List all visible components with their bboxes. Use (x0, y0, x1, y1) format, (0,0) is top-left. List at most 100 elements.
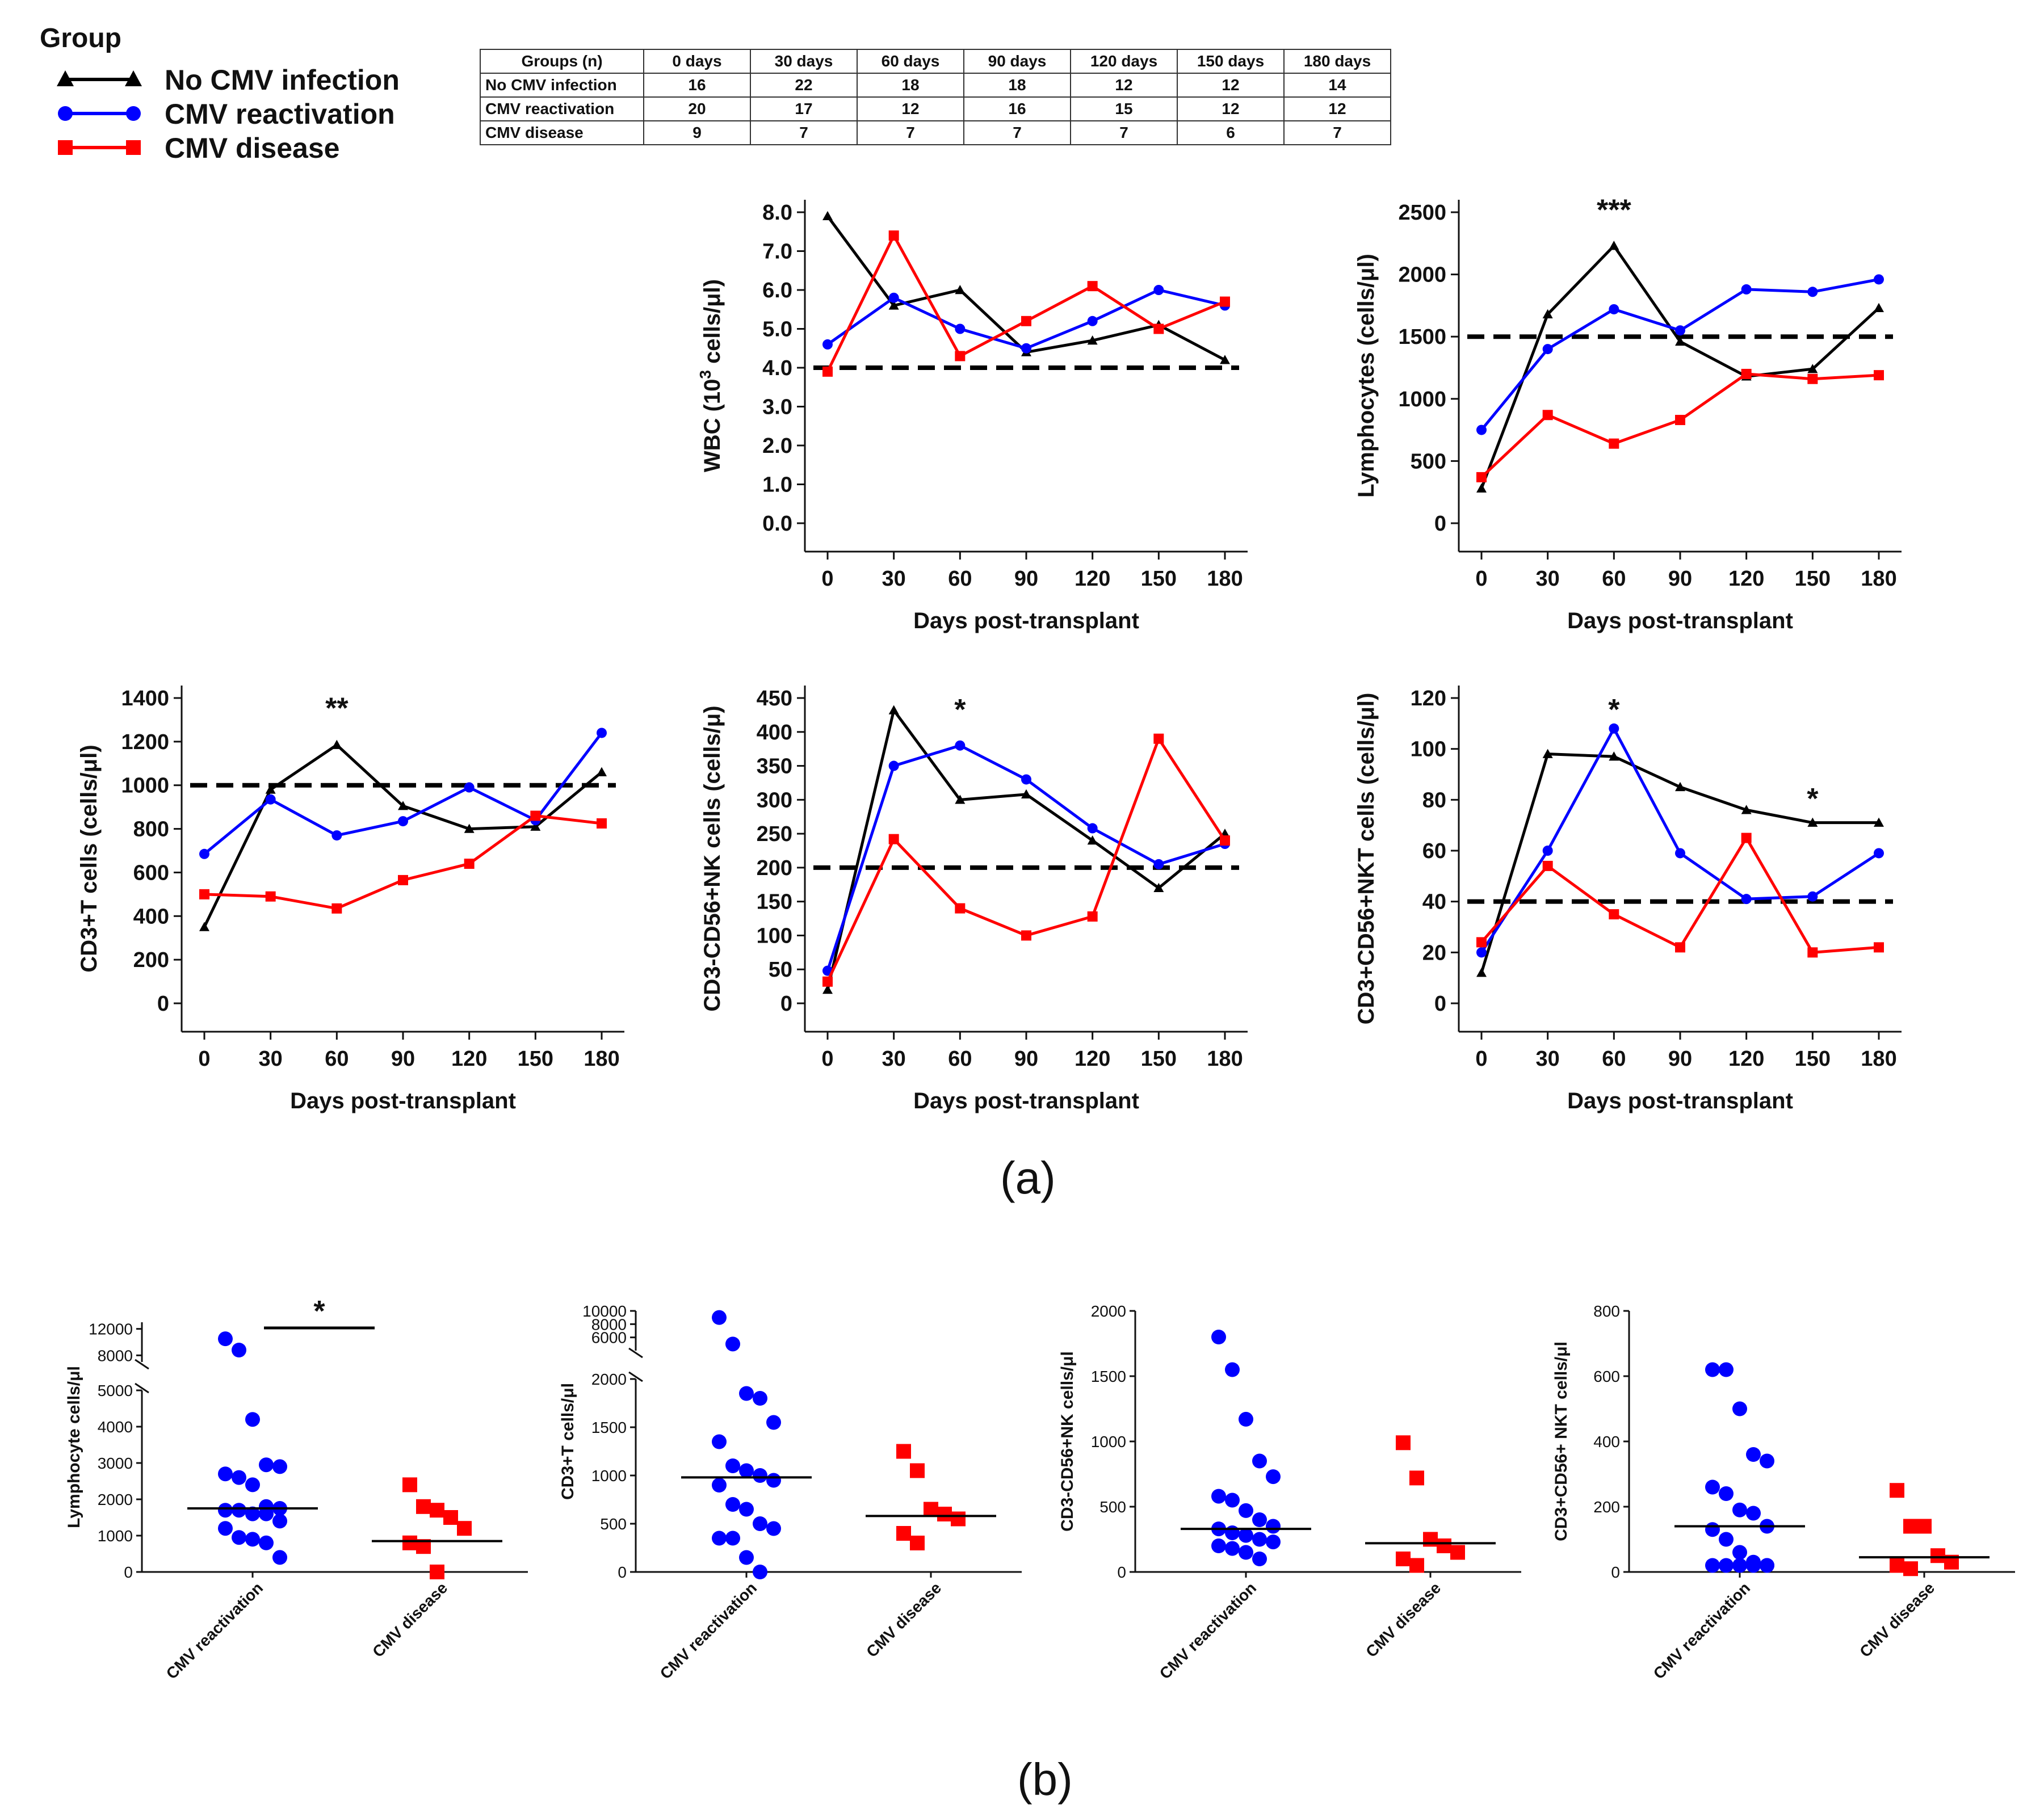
y-tick-label: 2000 (1398, 263, 1446, 287)
table-header-cell: 0 days (643, 49, 751, 74)
data-point-triangle (464, 823, 475, 833)
table-row: CMV reactivation 20 17 12 16 15 12 12 (480, 96, 1391, 121)
table-header-cell: 60 days (857, 49, 964, 74)
data-point-circle (766, 1473, 781, 1488)
data-point-circle (1239, 1545, 1253, 1560)
x-tick-label: 150 (1795, 567, 1831, 591)
y-tick-label: 400 (757, 721, 792, 745)
data-point-circle (1705, 1522, 1720, 1537)
square-marker-icon (58, 140, 141, 155)
data-point-square (1220, 835, 1230, 846)
data-point-square (402, 1477, 417, 1493)
data-point-triangle (1675, 336, 1685, 346)
y-axis-title: CD3-CD56+NK cells (cells/μ) (700, 705, 725, 1011)
line-chart-cd3t: 0 200 400 600 800 1000 1200 1400 0 30 60 90 120 150 18… (77, 686, 624, 1113)
x-tick-label: 60 (1602, 567, 1626, 591)
data-point-circle (1252, 1512, 1267, 1527)
data-point-triangle (1542, 309, 1553, 318)
data-point-circle (753, 1391, 767, 1406)
y-tick-label: 0 (1434, 512, 1446, 536)
series-line (826, 707, 1226, 990)
y-tick-label: 200 (1593, 1498, 1620, 1516)
data-point-circle (955, 323, 966, 334)
data-point-circle (1021, 343, 1031, 354)
data-point-square (1021, 316, 1031, 326)
dot-plot-dot-nk: 0 500 1000 1500 2000 CD3-CD56+NK cells/μl CMV … (1058, 1302, 1521, 1683)
data-point-square (896, 1526, 911, 1541)
x-tick-label: 0 (198, 1047, 210, 1071)
data-point-square (1675, 942, 1685, 953)
data-point-square (1396, 1435, 1411, 1451)
x-axis-title: Days post-transplant (913, 1088, 1139, 1113)
data-point-circle (1807, 891, 1818, 902)
data-point-circle (1760, 1453, 1774, 1469)
data-point-triangle (1874, 302, 1884, 312)
y-tick-label: 50 (769, 958, 792, 982)
x-axis-title: Days post-transplant (1567, 1088, 1793, 1113)
data-point-circle (218, 1466, 233, 1482)
data-point-square (1409, 1470, 1424, 1486)
data-point-square (1396, 1552, 1411, 1566)
data-point-square (199, 889, 209, 899)
data-point-square (1903, 1519, 1918, 1534)
y-tick-label: 7.0 (762, 240, 792, 264)
y-axis-title: CD3+CD56+NKT cells (cells/μl) (1354, 693, 1379, 1025)
data-point-square (1741, 368, 1752, 379)
y-tick-label: 6.0 (762, 279, 792, 302)
data-point-circle (1239, 1503, 1253, 1518)
y-tick-label: 1500 (591, 1419, 627, 1436)
y-tick-label: 80 (1422, 788, 1446, 812)
data-point-circle (955, 740, 966, 751)
data-point-circle (232, 1343, 246, 1357)
series-line (1480, 372, 1879, 478)
data-point-square (402, 1535, 417, 1550)
series-line (204, 814, 602, 910)
x-tick-label: 120 (1728, 567, 1764, 591)
y-tick-label: 2500 (1398, 201, 1446, 225)
table-cell: 22 (750, 73, 858, 98)
data-point-circle (464, 782, 475, 793)
x-tick-label: 180 (1207, 1047, 1243, 1071)
y-tick-label: 2000 (98, 1491, 133, 1508)
data-point-square (457, 1521, 472, 1536)
table-cell: 7 (963, 120, 1071, 145)
y-tick-label: 1000 (121, 774, 169, 798)
y-tick-label: 0 (1611, 1563, 1620, 1581)
y-tick-label: 2.0 (762, 434, 792, 458)
line-chart-nk: 0 50 100 150 200 250 300 350 400 450 0 30 60 90 120 150… (700, 686, 1248, 1113)
x-tick-label: 120 (1728, 1047, 1764, 1071)
y-tick-label: 1000 (591, 1467, 627, 1485)
data-point-square (910, 1463, 925, 1478)
data-point-circle (888, 760, 899, 771)
data-point-circle (766, 1415, 781, 1430)
data-point-square (265, 891, 276, 902)
x-tick-label: 150 (518, 1047, 553, 1071)
data-point-circle (1741, 284, 1752, 295)
table-header-cell: Groups (n) (480, 49, 644, 74)
legend-label: CMV reactivation (165, 98, 395, 130)
data-point-triangle (597, 767, 607, 776)
y-tick-label: 5.0 (762, 318, 792, 342)
legend-title: Group (40, 23, 121, 53)
data-point-square (1874, 942, 1884, 953)
data-point-circle (272, 1459, 287, 1474)
data-point-triangle (1609, 751, 1619, 761)
table-cell: 12 (857, 96, 964, 121)
data-point-circle (725, 1531, 740, 1546)
y-tick-label: 400 (1593, 1433, 1620, 1451)
data-point-triangle (1609, 241, 1619, 250)
axis-break-mark (628, 1371, 643, 1382)
data-point-circle (1266, 1534, 1281, 1550)
y-axis-title: Lymphocyte cells/μl (65, 1366, 83, 1528)
data-point-square (1903, 1561, 1918, 1576)
x-category-label: CMV reactivation (1156, 1579, 1260, 1683)
data-point-circle (753, 1565, 767, 1579)
table-cell: 12 (1283, 96, 1391, 121)
y-tick-label: 0 (157, 992, 169, 1016)
data-point-triangle (1807, 364, 1818, 373)
y-tick-label: 1400 (121, 687, 169, 710)
dot-plot-dot-nkt: 0 200 400 600 800 CD3+CD56+ NKT cells/μl CMV r… (1552, 1302, 2015, 1683)
y-tick-label: 400 (133, 905, 169, 928)
data-point-triangle (1542, 749, 1553, 758)
y-axis-title: CD3+T cells (cells/μl) (77, 745, 102, 972)
